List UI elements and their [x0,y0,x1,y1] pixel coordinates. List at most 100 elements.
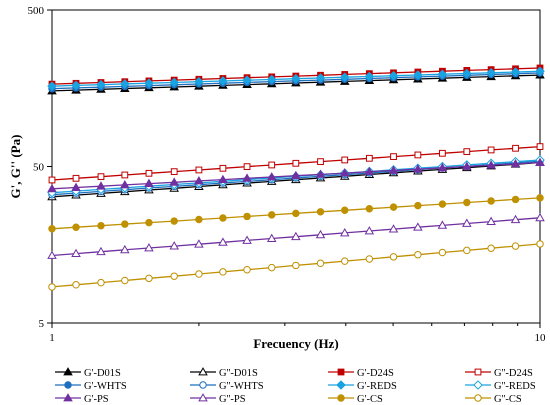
legend-marker [336,380,346,390]
legend-label: G'-PS [84,394,109,405]
data-point [97,221,105,230]
data-point [71,182,81,191]
data-point [48,176,56,184]
data-point [463,246,471,255]
data-point [364,226,375,235]
data-point [389,253,398,261]
data-point [316,208,325,216]
series-3 [48,143,544,184]
data-point [96,79,106,90]
legend-label: G'-CS [357,394,383,405]
data-point [71,248,81,258]
y-tick-label: 5 [39,318,45,330]
data-point [96,181,106,190]
data-point [194,76,204,87]
data-point [510,214,521,224]
data-point [536,194,544,202]
data-point [487,146,495,154]
data-point [535,66,545,77]
data-point [144,178,154,188]
data-point [315,229,326,239]
x-tick-label: 1 [49,332,55,344]
data-point [536,143,544,150]
data-point [292,261,300,270]
data-point [47,250,57,259]
data-point [438,200,447,208]
data-point [364,71,375,82]
data-point [486,160,496,169]
data-point [413,164,423,173]
legend-item: G'-CS [328,394,383,405]
data-point [486,67,496,78]
data-point [218,174,228,184]
data-point [462,161,472,170]
data-point [219,268,227,276]
data-point [169,77,179,88]
legend-item: G''-WHTS [190,381,264,392]
legend-item: G'-PS [55,393,109,405]
data-point [341,206,349,214]
data-point [511,242,520,250]
legend-marker [474,394,482,402]
legend-label: G''-D01S [219,368,258,379]
axis-layer: 1 10 5 50 500 [28,5,547,344]
data-point [96,246,106,256]
data-point [144,243,154,252]
series-11 [48,240,544,291]
data-point [170,272,178,280]
data-point [339,227,350,237]
data-point [292,159,300,167]
data-point [390,153,397,161]
data-point [389,203,398,211]
data-point [339,72,350,83]
data-point [219,164,227,172]
legend-label: G'-REDS [357,381,397,392]
legend-label: G''-CS [494,394,522,405]
legend-marker [198,393,208,402]
data-point [437,162,448,172]
data-point [266,74,277,85]
data-point [462,218,472,227]
data-point [414,201,422,210]
data-point [414,151,422,159]
data-point [144,78,154,88]
data-point [121,276,129,285]
legend-item: G'-REDS [328,380,397,392]
data-point [536,240,544,248]
legend-marker [337,394,345,402]
data-point [291,170,301,180]
data-point [267,263,276,272]
data-point [48,283,56,291]
data-point [71,80,81,91]
data-point [462,68,472,79]
legend-label: G'-D24S [357,368,394,379]
legend-item: G''-D24S [465,368,533,379]
data-point [414,250,422,259]
legend-label: G''-REDS [494,381,536,392]
data-point [511,195,520,204]
data-point [242,173,252,182]
data-point [194,239,204,248]
legend-marker [337,368,345,376]
data-point [243,212,251,221]
data-point [170,217,178,225]
data-point [97,278,105,287]
data-point [169,241,179,250]
legend-item: G''-D01S [190,367,258,379]
data-point [219,214,227,222]
data-point [512,144,519,152]
data-point [388,224,399,233]
data-point [218,76,228,86]
data-point [365,154,373,162]
x-axis-title: Frecuency (Hz) [253,336,338,351]
data-point [243,266,251,274]
data-point [510,158,521,168]
data-point [413,222,423,231]
legend-label: G'-D01S [84,368,121,379]
data-point [292,209,300,218]
data-point [439,149,446,157]
data-point [463,148,471,156]
data-point [195,166,203,174]
data-point [438,248,447,257]
data-point [194,176,204,185]
